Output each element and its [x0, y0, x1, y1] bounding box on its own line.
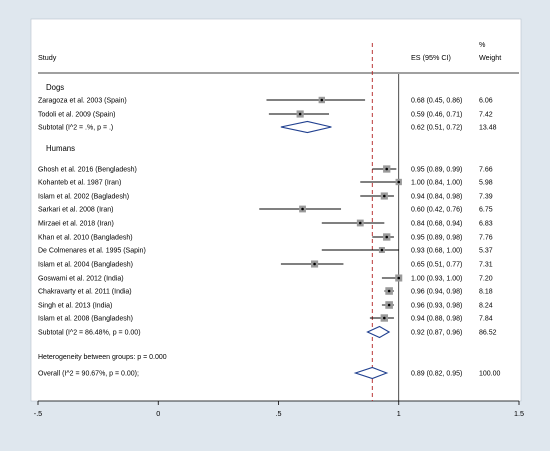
point-estimate: [358, 221, 362, 225]
point-estimate: [385, 235, 389, 239]
study-label: Goswami et al. 2012 (India): [38, 275, 124, 282]
weight-value: 6.83: [479, 220, 493, 227]
es-value: 0.62 (0.51, 0.72): [411, 124, 462, 131]
es-value: 0.95 (0.89, 0.99): [411, 166, 462, 173]
es-value: 0.93 (0.68, 1.00): [411, 247, 462, 254]
study-label: Islam et al. 2002 (Bagladesh): [38, 193, 129, 200]
weight-value: 8.24: [479, 302, 493, 309]
subtotal-label: Overall (I^2 = 90.67%, p = 0.00);: [38, 370, 139, 377]
x-tick-label: 1.5: [514, 409, 524, 418]
point-estimate: [385, 167, 389, 171]
es-value: 0.68 (0.45, 0.86): [411, 97, 462, 104]
weight-value: 5.98: [479, 179, 493, 186]
group-heading-dogs: Dogs: [46, 83, 64, 92]
subtotal-label: Subtotal (I^2 = 86.48%, p = 0.00): [38, 329, 141, 336]
header-weight: Weight: [479, 53, 501, 62]
study-label: Singh et al. 2013 (India): [38, 302, 112, 309]
point-estimate: [301, 207, 304, 211]
study-label: Mirzaei et al. 2018 (Iran): [38, 220, 114, 227]
weight-value: 7.39: [479, 193, 493, 200]
study-label: Sarkari et al. 2008 (Iran): [38, 206, 113, 213]
weight-value: 7.20: [479, 275, 493, 282]
pooled-diamond: [353, 366, 389, 380]
es-value: 1.00 (0.93, 1.00): [411, 275, 462, 282]
weight-value: 6.75: [479, 206, 493, 213]
es-value: 0.95 (0.89, 0.98): [411, 234, 462, 241]
weight-value: 5.37: [479, 247, 493, 254]
es-value: 1.00 (0.84, 1.00): [411, 179, 462, 186]
es-value: 0.65 (0.51, 0.77): [411, 261, 462, 268]
weight-value: 100.00: [479, 370, 501, 377]
plot-panel: [30, 18, 522, 402]
point-estimate: [380, 248, 384, 252]
point-estimate: [383, 194, 386, 198]
chart-marks: Dogs Zaragoza et al. 2003 (Spain) 0.68 (0.…: [34, 43, 524, 418]
weight-value: 7.66: [479, 166, 493, 173]
es-value: 0.84 (0.68, 0.94): [411, 220, 462, 227]
pooled-diamond: [280, 120, 332, 134]
point-estimate: [387, 303, 391, 307]
study-label: Kohanteb et al. 1987 (Iran): [38, 179, 121, 186]
x-tick-label: -.5: [34, 409, 42, 418]
study-label: De Colmenares et al. 1995 (Sapin): [38, 247, 146, 254]
weight-value: 6.06: [479, 97, 493, 104]
pooled-diamond: [366, 325, 391, 339]
es-value: 0.89 (0.82, 0.95): [411, 370, 462, 377]
header-es: ES (95% CI): [411, 53, 451, 62]
study-label: Ghosh et al. 2016 (Bengladesh): [38, 166, 137, 173]
es-value: 0.59 (0.46, 0.71): [411, 111, 462, 118]
point-estimate: [383, 316, 386, 320]
header-study: Study: [38, 53, 57, 62]
weight-value: 7.84: [479, 315, 493, 322]
study-label: Khan et al. 2010 (Bangladesh): [38, 234, 133, 241]
x-tick-label: 1: [397, 409, 401, 418]
es-value: 0.94 (0.88, 0.98): [411, 315, 462, 322]
point-estimate: [397, 180, 401, 184]
study-label: Islam et al. 2004 (Bangladesh): [38, 261, 133, 268]
weight-value: 8.18: [479, 288, 493, 295]
point-estimate: [397, 276, 401, 280]
point-estimate: [313, 262, 316, 266]
point-estimate: [320, 98, 324, 102]
study-label: Zaragoza et al. 2003 (Spain): [38, 97, 127, 104]
weight-value: 86.52: [479, 329, 497, 336]
weight-value: 7.42: [479, 111, 493, 118]
es-value: 0.96 (0.93, 0.98): [411, 302, 462, 309]
weight-value: 7.76: [479, 234, 493, 241]
es-value: 0.92 (0.87, 0.96): [411, 329, 462, 336]
es-value: 0.94 (0.84, 0.98): [411, 193, 462, 200]
weight-value: 7.31: [479, 261, 493, 268]
heterogeneity-text: Heterogeneity between groups: p = 0.000: [38, 354, 167, 361]
es-value: 0.96 (0.94, 0.98): [411, 288, 462, 295]
point-estimate: [387, 289, 391, 293]
x-tick-label: 0: [156, 409, 160, 418]
study-label: Islam et al. 2008 (Bangladesh): [38, 315, 133, 322]
study-label: Chakravarty et al. 2011 (India): [38, 288, 132, 295]
group-heading-humans: Humans: [46, 144, 75, 153]
point-estimate: [298, 112, 302, 116]
es-value: 0.60 (0.42, 0.76): [411, 206, 462, 213]
subtotal-label: Subtotal (I^2 = .%, p = .): [38, 124, 113, 131]
study-label: Todoli et al. 2009 (Spain): [38, 111, 115, 118]
x-tick-label: .5: [276, 409, 282, 418]
header-weight-pct: %: [479, 40, 486, 49]
weight-value: 13.48: [479, 124, 497, 131]
